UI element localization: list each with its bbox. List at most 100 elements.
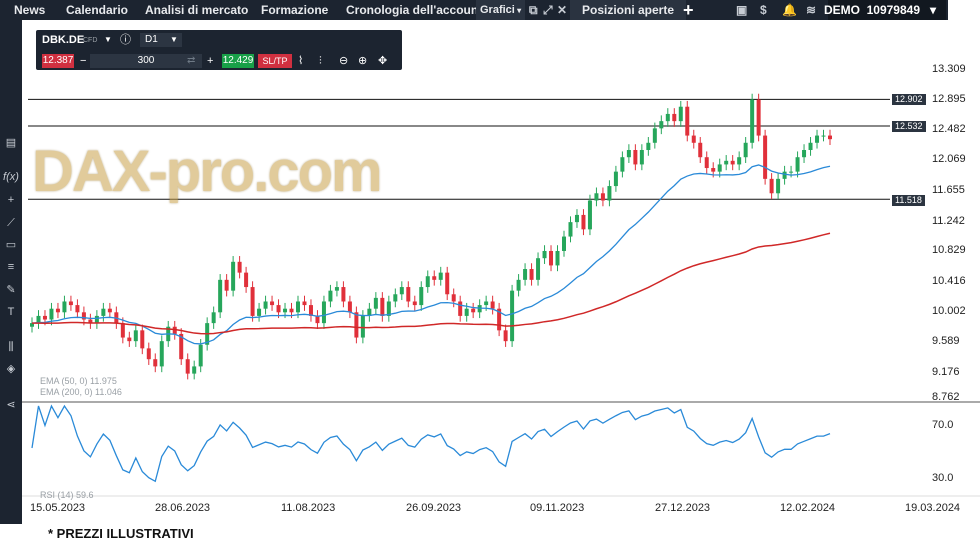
- quantity-field[interactable]: 300: [90, 54, 202, 68]
- tab-open-positions[interactable]: Posizioni aperte: [570, 0, 687, 20]
- candle-body: [704, 157, 709, 169]
- move-icon[interactable]: ✥: [378, 55, 388, 67]
- candle-body: [471, 308, 476, 313]
- candle-body: [782, 171, 787, 179]
- nav-news[interactable]: News: [14, 3, 46, 17]
- candle-body: [419, 287, 424, 306]
- info-icon[interactable]: ⓘ: [120, 34, 131, 46]
- candle-body: [516, 279, 521, 291]
- line-chart-icon[interactable]: ⌇: [298, 55, 304, 67]
- nav-calendar[interactable]: Calendario: [66, 3, 129, 17]
- pen-tool-icon[interactable]: ✎: [6, 284, 16, 296]
- share-icon[interactable]: ⋖: [6, 399, 16, 411]
- candle-body: [503, 330, 508, 342]
- candle-body: [568, 222, 573, 237]
- close-icon[interactable]: ✕: [557, 3, 568, 17]
- ema200-line: [31, 232, 831, 335]
- timeframe-dropdown-icon[interactable]: ▼: [170, 35, 178, 44]
- candle-body: [360, 315, 365, 338]
- add-tab-icon[interactable]: +: [683, 0, 694, 20]
- line-tool-icon[interactable]: ⟋: [7, 217, 15, 229]
- x-tick: 09.11.2023: [530, 502, 585, 514]
- account-type: DEMO: [823, 3, 860, 17]
- bell-icon[interactable]: 🔔: [782, 3, 797, 17]
- candle-body: [354, 312, 359, 338]
- layers-icon[interactable]: ◈: [6, 363, 16, 375]
- candle-body: [639, 149, 644, 165]
- candle-body: [828, 135, 832, 140]
- candle-body: [101, 308, 106, 316]
- x-tick: 26.09.2023: [406, 502, 462, 514]
- timeframe-select[interactable]: [140, 33, 182, 47]
- candle-body: [711, 168, 716, 172]
- x-tick: 11.08.2023: [281, 502, 336, 514]
- candle-body: [380, 297, 385, 316]
- expand-icon[interactable]: ⤢: [543, 3, 553, 17]
- candle-body: [808, 142, 813, 150]
- candle-body: [153, 359, 158, 367]
- candle-body: [133, 330, 138, 342]
- ema50-legend: EMA (50, 0) 11.975: [40, 376, 117, 386]
- candle-body: [321, 301, 326, 324]
- candle-body: [55, 308, 60, 313]
- x-tick: 15.05.2023: [30, 502, 86, 514]
- candle-body: [652, 128, 657, 143]
- y-tick: 9.176: [932, 366, 960, 378]
- sl-tp-button[interactable]: SL/TP: [258, 54, 292, 68]
- candle-body: [250, 287, 255, 316]
- vertical-lines-icon[interactable]: ⫼: [8, 341, 14, 353]
- candle-body: [42, 315, 47, 320]
- candle-body: [172, 326, 177, 334]
- candle-body: [244, 272, 249, 288]
- symbol-label[interactable]: DBK.DE: [42, 34, 85, 46]
- zoom-out-icon[interactable]: ⊖: [339, 55, 349, 67]
- y-tick: 12.069: [932, 153, 966, 165]
- text-tool-icon[interactable]: T: [7, 306, 15, 318]
- tab-charts[interactable]: Grafici ▾: [476, 0, 526, 20]
- candle-body: [192, 366, 197, 374]
- quantity-plus-button[interactable]: +: [207, 55, 214, 67]
- candle-body: [750, 99, 755, 143]
- candle-body: [536, 258, 541, 280]
- candle-body: [412, 301, 417, 306]
- chevron-down-icon[interactable]: ▾: [930, 3, 937, 17]
- zoom-in-icon[interactable]: ⊕: [358, 55, 368, 67]
- candle-body: [698, 142, 703, 158]
- drawing-sidebar: ▤ f(x) + ⟋ ▭ ≡ ✎ T ⫼ ◈ ⋖: [0, 20, 22, 524]
- candle-body: [685, 106, 690, 136]
- layout-icon[interactable]: ▣: [736, 3, 748, 17]
- candle-body: [510, 290, 515, 342]
- chart-area[interactable]: [22, 20, 980, 524]
- currency-icon[interactable]: $: [760, 3, 767, 17]
- nav-account-history[interactable]: Cronologia dell'account: [346, 3, 483, 17]
- detach-icon[interactable]: ⧉: [529, 3, 538, 17]
- account-selector[interactable]: [828, 0, 946, 20]
- candle-body: [393, 294, 398, 302]
- indicator-panel-icon[interactable]: ▤: [5, 137, 17, 149]
- candle-body: [30, 323, 34, 327]
- candle-body: [211, 312, 216, 324]
- buy-price-button[interactable]: 12.429: [222, 54, 254, 68]
- candle-body: [497, 308, 502, 331]
- nav-training[interactable]: Formazione: [261, 3, 329, 17]
- nav-market-analysis[interactable]: Analisi di mercato: [145, 3, 249, 17]
- illustrative-prices-note: * PREZZI ILLUSTRATIVI: [48, 526, 194, 541]
- crosshair-icon[interactable]: +: [7, 194, 15, 206]
- fibonacci-icon[interactable]: ≡: [7, 261, 15, 273]
- candle-body: [445, 272, 450, 295]
- rectangle-tool-icon[interactable]: ▭: [5, 239, 17, 251]
- candle-body: [302, 301, 307, 306]
- price-chart[interactable]: [0, 0, 980, 524]
- sell-price-button[interactable]: 12.387: [42, 54, 74, 68]
- y-tick: 8.762: [932, 391, 960, 403]
- candles-icon[interactable]: ⫶: [319, 55, 322, 67]
- symbol-dropdown-icon[interactable]: ▼: [104, 35, 112, 44]
- refresh-icon[interactable]: ⇄: [187, 55, 196, 66]
- quantity-minus-button[interactable]: −: [80, 55, 87, 67]
- top-toolbar: News Calendario Analisi di mercato Forma…: [0, 0, 980, 20]
- candle-body: [107, 308, 112, 313]
- function-icon[interactable]: f(x): [3, 171, 19, 183]
- candle-body: [231, 261, 236, 291]
- candle-body: [127, 337, 132, 342]
- cfd-tag: CFD: [83, 37, 98, 44]
